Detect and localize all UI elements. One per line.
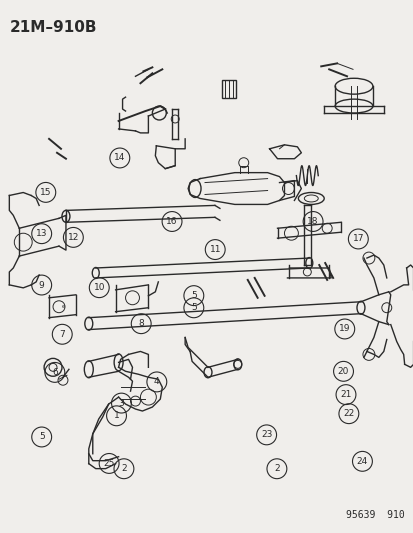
Text: 5: 5 xyxy=(39,432,45,441)
Text: 24: 24 xyxy=(356,457,367,466)
Text: 5: 5 xyxy=(190,291,196,300)
Text: 11: 11 xyxy=(209,245,221,254)
Text: 9: 9 xyxy=(39,280,45,289)
Text: 15: 15 xyxy=(40,188,52,197)
Text: 14: 14 xyxy=(114,154,125,163)
Text: 25: 25 xyxy=(103,459,114,468)
Text: 13: 13 xyxy=(36,229,47,238)
Text: 1: 1 xyxy=(114,411,119,421)
Bar xyxy=(221,80,235,98)
Text: 6: 6 xyxy=(52,368,57,377)
Text: 2: 2 xyxy=(273,464,279,473)
Text: 4: 4 xyxy=(154,377,159,386)
Text: 21M–910B: 21M–910B xyxy=(9,20,97,35)
Text: 21: 21 xyxy=(339,390,351,399)
Text: 3: 3 xyxy=(118,399,124,408)
Text: 95639  910: 95639 910 xyxy=(345,510,404,520)
Text: 19: 19 xyxy=(338,325,350,334)
Text: 8: 8 xyxy=(138,319,144,328)
Text: 22: 22 xyxy=(342,409,354,418)
Text: 2: 2 xyxy=(121,464,126,473)
Text: 17: 17 xyxy=(352,235,363,244)
Text: e: e xyxy=(61,304,64,309)
Text: 20: 20 xyxy=(337,367,349,376)
Text: 16: 16 xyxy=(166,217,177,226)
Text: 7: 7 xyxy=(59,330,65,339)
Text: 23: 23 xyxy=(260,430,272,439)
Text: 12: 12 xyxy=(67,233,79,242)
Text: 10: 10 xyxy=(93,283,105,292)
Text: 18: 18 xyxy=(306,217,318,226)
Text: 5: 5 xyxy=(190,303,196,312)
